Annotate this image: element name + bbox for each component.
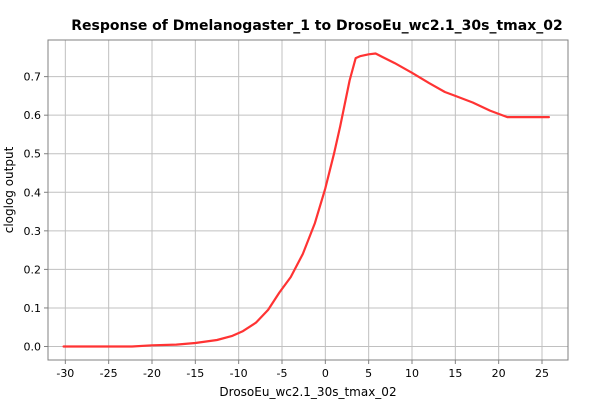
grid [48,40,568,360]
y-tick-label: 0.2 [24,263,42,276]
plot-border [47,39,569,361]
x-tick-label: 10 [405,367,419,380]
x-tick-label: 15 [448,367,462,380]
x-tick-label: -10 [230,367,248,380]
plot-area [48,40,568,360]
y-tick-label: 0.0 [24,341,42,354]
x-tick-label: -25 [100,367,118,380]
x-tick-label: 0 [322,367,329,380]
x-tick-label: -30 [56,367,74,380]
chart-title: Response of Dmelanogaster_1 to DrosoEu_w… [71,18,562,34]
response-curve [62,52,550,348]
x-tick-label: -15 [186,367,204,380]
x-tick-label: -20 [143,367,161,380]
y-tick-label: 0.1 [24,302,42,315]
y-tick-label: 0.6 [24,109,42,122]
x-tick-label: 20 [492,367,506,380]
y-axis-label: cloglog output [2,146,16,233]
y-tick-label: 0.4 [24,186,42,199]
x-axis-label: DrosoEu_wc2.1_30s_tmax_02 [219,385,396,399]
y-tick-label: 0.3 [24,225,42,238]
x-tick-label: -5 [277,367,288,380]
x-tick-label: 5 [365,367,372,380]
y-tick-label: 0.5 [24,148,42,161]
y-tick-label: 0.7 [24,71,42,84]
x-tick-label: 25 [535,367,549,380]
axis-ticks: -30 -25 -20 -15 -10 -5 0 5 10 15 20 25 0.0 0.1 0.2 0.3 0… [24,71,550,380]
